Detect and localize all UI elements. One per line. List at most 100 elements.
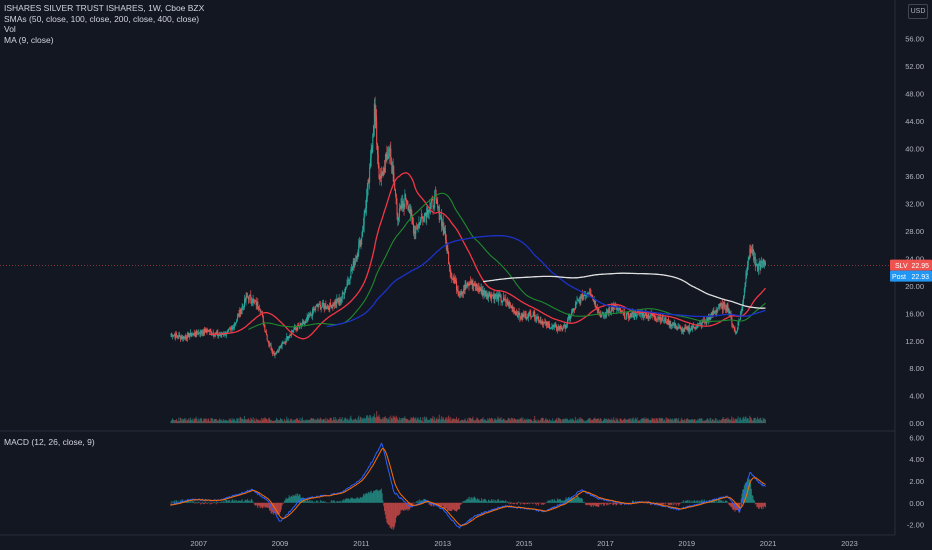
symbol-title[interactable]: ISHARES SILVER TRUST ISHARES, 1W, Cboe B… xyxy=(4,3,205,13)
volume-bar xyxy=(757,419,759,424)
volume-bar xyxy=(601,421,603,424)
macd-histogram-bar xyxy=(388,502,390,526)
volume-indicator-label[interactable]: Vol xyxy=(4,24,16,34)
macd-histogram-bar xyxy=(484,499,486,503)
volume-bar xyxy=(735,419,737,424)
volume-bar xyxy=(247,418,249,424)
macd-histogram-bar xyxy=(265,502,267,508)
volume-bar xyxy=(574,421,576,424)
volume-bar xyxy=(324,420,326,424)
volume-bar xyxy=(277,420,279,424)
volume-bar xyxy=(360,417,362,424)
volume-bar xyxy=(460,420,462,424)
volume-bar xyxy=(291,421,293,424)
candle-body xyxy=(680,327,682,329)
volume-bar xyxy=(343,419,345,424)
macd-histogram-bar xyxy=(703,500,705,503)
macd-histogram-bar xyxy=(571,497,573,503)
macd-histogram-bar xyxy=(643,502,645,504)
volume-bar xyxy=(620,418,622,424)
candle-body xyxy=(532,315,534,317)
candle-body xyxy=(256,301,258,306)
volume-bar xyxy=(445,418,447,424)
macd-histogram-bar xyxy=(280,502,282,510)
volume-bar xyxy=(282,420,284,424)
volume-bar xyxy=(258,420,260,424)
candle-body xyxy=(184,336,186,338)
volume-bar xyxy=(738,421,740,424)
candle-body xyxy=(369,158,371,168)
macd-histogram-bar xyxy=(494,499,496,503)
volume-bar xyxy=(266,419,268,424)
macd-histogram-bar xyxy=(481,501,483,503)
macd-histogram-bar xyxy=(453,502,455,511)
volume-bar xyxy=(696,419,698,424)
candle-body xyxy=(594,299,596,305)
volume-bar xyxy=(743,416,745,424)
volume-bar xyxy=(337,419,339,424)
macd-histogram-bar xyxy=(413,502,415,504)
volume-bar xyxy=(236,418,238,424)
candle-body xyxy=(737,322,739,330)
macd-histogram-bar xyxy=(292,494,294,503)
macd-histogram-bar xyxy=(592,502,594,505)
macd-histogram-bar xyxy=(368,491,370,503)
macd-histogram-bar xyxy=(553,499,555,503)
volume-bar xyxy=(624,418,626,424)
macd-histogram-bar xyxy=(416,501,418,503)
volume-bar xyxy=(577,418,579,424)
volume-bar xyxy=(540,418,542,424)
macd-histogram-bar xyxy=(763,502,765,507)
macd-histogram-bar xyxy=(761,502,763,510)
macd-histogram-bar xyxy=(320,501,322,503)
volume-bar xyxy=(243,420,245,424)
volume-bar xyxy=(603,418,605,424)
macd-histogram-bar xyxy=(752,495,754,503)
volume-bar xyxy=(408,420,410,424)
volume-bar xyxy=(390,415,392,424)
macd-histogram-bar xyxy=(528,502,530,505)
price-tick-label: 28.00 xyxy=(905,227,924,236)
macd-histogram-bar xyxy=(409,502,411,508)
ma-indicator-label[interactable]: MA (9, close) xyxy=(4,34,54,45)
macd-histogram-bar xyxy=(481,498,483,503)
candle-body xyxy=(466,282,468,287)
macd-histogram-bar xyxy=(480,500,482,503)
candle-body xyxy=(252,299,254,303)
candle-body xyxy=(339,298,341,303)
volume-bar xyxy=(329,418,331,424)
volume-bar xyxy=(200,418,202,424)
volume-bar xyxy=(289,420,291,424)
volume-bar xyxy=(494,418,496,424)
candle-body xyxy=(235,322,237,324)
volume-bar xyxy=(613,417,615,424)
macd-histogram-bar xyxy=(324,501,326,503)
volume-bar xyxy=(730,419,732,424)
candle-body xyxy=(236,319,238,323)
candle-body xyxy=(189,335,191,338)
candle-body xyxy=(750,251,752,253)
volume-bar xyxy=(218,420,220,424)
volume-bar xyxy=(591,419,593,424)
volume-bar xyxy=(595,419,597,424)
currency-button[interactable]: USD xyxy=(908,4,928,19)
volume-bar xyxy=(517,419,519,424)
volume-bar xyxy=(392,415,394,424)
volume-bar xyxy=(567,420,569,424)
candle-body xyxy=(716,310,718,312)
candle-body xyxy=(175,333,177,338)
price-tick-label: 24.00 xyxy=(905,254,924,263)
candle-body xyxy=(427,213,429,215)
candle-body xyxy=(502,297,504,301)
candle-body xyxy=(614,305,616,307)
sma-indicator-label[interactable]: SMAs (50, close, 100, close, 200, close,… xyxy=(4,13,200,24)
volume-bar xyxy=(293,420,295,424)
volume-bar xyxy=(449,416,451,424)
macd-indicator-label[interactable]: MACD (12, 26, close, 9) xyxy=(4,437,95,447)
macd-histogram-bar xyxy=(660,502,662,505)
candle-body xyxy=(506,302,508,304)
candle-body xyxy=(632,312,634,318)
candle-body xyxy=(655,317,657,319)
candle-body xyxy=(459,294,461,296)
